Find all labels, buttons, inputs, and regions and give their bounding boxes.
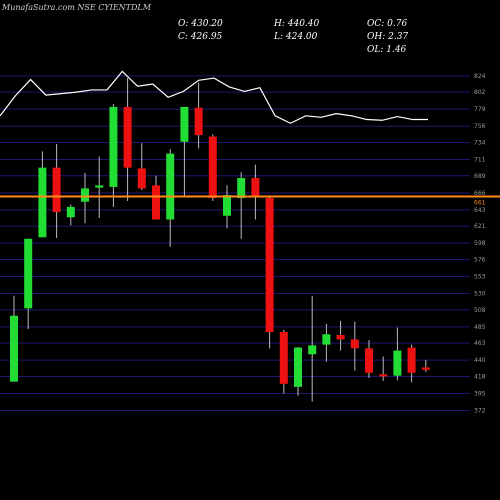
overlay-line [0,70,428,124]
y-tick-label: 530 [474,291,486,298]
y-tick-label: 643 [474,207,486,214]
candle-down [336,334,345,340]
candle-down [407,347,416,373]
candle-down [194,107,203,136]
candle-down [137,168,146,189]
candle-up [223,195,231,216]
chart-title: MunafaSutra.com NSE CYIENTDLM [2,3,151,12]
candle-up [10,315,18,382]
candle-up [237,178,246,199]
candle-down [350,339,359,349]
candle-up [38,167,47,238]
y-tick-label: 418 [474,373,486,380]
oh-value: OH: 2.37 [367,32,409,42]
candle-up [322,334,331,345]
y-tick-label: 485 [474,324,486,331]
candle-down [152,185,160,220]
candle-down [251,178,260,197]
candle-up [180,106,189,142]
candle-down [365,348,373,373]
low-value: L: 424.00 [274,32,318,42]
candle-down [123,106,132,168]
candle-up [95,185,104,188]
y-tick-label: 689 [474,173,486,180]
candle-down [265,198,274,333]
y-tick-label: 508 [474,307,486,314]
y-tick-label: 553 [474,274,486,281]
ol-value: OL: 1.46 [367,45,407,55]
y-tick-label: 711 [474,157,486,164]
high-value: H: 440.40 [274,19,320,29]
close-value: C: 426.95 [178,32,223,42]
y-tick-label: 372 [474,408,486,415]
y-tick-label: 395 [474,390,486,397]
candle-up [66,206,75,218]
y-tick-label: 621 [474,223,486,230]
candle-up [109,106,118,187]
oc-value: OC: 0.76 [367,19,408,29]
candle-up [166,153,175,220]
candle-down [208,136,217,199]
candle-down [421,367,430,370]
candle-up [81,188,89,202]
y-tick-label: 666 [474,190,486,197]
level-line-label: 661 [474,200,486,207]
candle-up [24,238,33,309]
y-tick-label: 440 [474,357,486,364]
y-tick-label: 463 [474,340,486,347]
candle-up [308,345,317,355]
candle-up [393,350,402,376]
y-tick-label: 734 [474,139,486,146]
y-tick-label: 824 [474,73,486,80]
y-tick-label: 576 [474,256,486,263]
candle-down [279,332,288,384]
open-value: O: 430.20 [178,19,223,29]
candle-down [379,374,388,377]
candle-down [52,167,61,213]
y-tick-label: 598 [474,240,486,247]
y-tick-label: 756 [474,123,486,130]
candle-up [294,347,302,387]
y-tick-label: 779 [474,106,486,113]
y-tick-label: 802 [474,89,486,96]
